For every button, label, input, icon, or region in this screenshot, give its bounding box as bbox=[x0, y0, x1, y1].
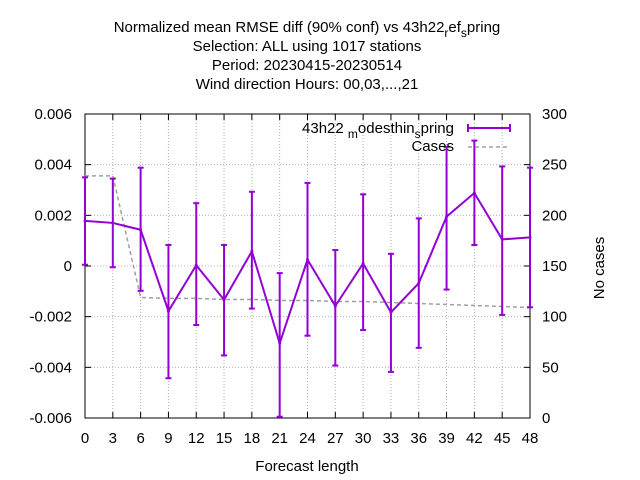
data-point bbox=[306, 258, 309, 262]
y2-tick-label: 250 bbox=[542, 157, 567, 174]
y2-tick-label: 100 bbox=[542, 309, 567, 326]
x-tick-label: 42 bbox=[466, 430, 483, 447]
title-line-4: Wind direction Hours: 00,03,...,21 bbox=[196, 76, 419, 93]
x-axis-label: Forecast length bbox=[255, 458, 358, 475]
legend-label-cases: Cases bbox=[411, 138, 454, 155]
y-tick-label: 0 bbox=[64, 258, 72, 275]
data-point bbox=[111, 221, 115, 225]
x-tick-label: 9 bbox=[164, 430, 172, 447]
title-line-1: Normalized mean RMSE diff (90% conf) vs … bbox=[114, 19, 501, 40]
y-tick-label: 0.004 bbox=[34, 157, 72, 174]
data-point bbox=[417, 281, 421, 285]
x-tick-label: 36 bbox=[410, 430, 427, 447]
data-point bbox=[361, 261, 365, 265]
data-point bbox=[445, 215, 449, 219]
data-point bbox=[222, 298, 226, 302]
data-point bbox=[528, 235, 532, 239]
data-point bbox=[278, 341, 282, 345]
data-point bbox=[194, 263, 198, 267]
x-tick-label: 15 bbox=[216, 430, 233, 447]
y2-tick-label: 50 bbox=[542, 359, 559, 376]
y2-axis-label: No cases bbox=[591, 237, 608, 300]
data-point bbox=[250, 249, 254, 253]
y-tick-label: 0.006 bbox=[34, 106, 72, 123]
title-line-3: Period: 20230415-20230514 bbox=[212, 57, 402, 74]
y-tick-label: -0.004 bbox=[29, 359, 72, 376]
legend: 43h22 modesthinspring Cases bbox=[302, 120, 511, 155]
axis-ticks bbox=[84, 113, 531, 419]
x-tick-label: 30 bbox=[355, 430, 372, 447]
x-tick-label: 45 bbox=[494, 430, 511, 447]
x-tick-label: 27 bbox=[327, 430, 344, 447]
y-tick-label: -0.006 bbox=[29, 410, 72, 427]
y-tick-label: -0.002 bbox=[29, 309, 72, 326]
series-cases bbox=[85, 175, 531, 309]
data-point bbox=[333, 304, 337, 308]
series-modesthin-spring bbox=[82, 139, 533, 418]
y2-tick-label: 300 bbox=[542, 106, 567, 123]
y2-tick-label: 150 bbox=[542, 258, 567, 275]
x-tick-label: 33 bbox=[383, 430, 400, 447]
x-tick-label: 6 bbox=[136, 430, 144, 447]
y2-tick-label: 0 bbox=[542, 410, 550, 427]
x-tick-label: 0 bbox=[81, 430, 89, 447]
y2-tick-label: 200 bbox=[542, 207, 567, 224]
x-tick-label: 21 bbox=[271, 430, 288, 447]
x-tick-label: 3 bbox=[109, 430, 117, 447]
data-point bbox=[472, 191, 476, 195]
data-point bbox=[500, 237, 504, 241]
x-tick-label: 12 bbox=[188, 430, 205, 447]
y-tick-labels: -0.006 -0.004 -0.002 0 0.002 0.004 0.006 bbox=[29, 106, 72, 427]
data-point bbox=[166, 309, 170, 313]
cases-line bbox=[85, 175, 531, 309]
data-point bbox=[389, 310, 393, 314]
title-line-2: Selection: ALL using 1017 stations bbox=[193, 38, 422, 55]
chart-title: Normalized mean RMSE diff (90% conf) vs … bbox=[114, 19, 501, 93]
y-tick-label: 0.002 bbox=[34, 207, 72, 224]
data-point bbox=[83, 219, 87, 223]
y2-tick-labels: 0 50 100 150 200 250 300 bbox=[542, 106, 567, 427]
x-tick-label: 39 bbox=[438, 430, 455, 447]
x-tick-label: 18 bbox=[244, 430, 261, 447]
x-tick-label: 48 bbox=[522, 430, 539, 447]
x-tick-label: 24 bbox=[299, 430, 316, 447]
x-tick-labels: 0 3 6 9 12 15 18 21 24 27 30 33 36 39 42 45 48 bbox=[81, 430, 539, 447]
data-point bbox=[139, 228, 143, 232]
